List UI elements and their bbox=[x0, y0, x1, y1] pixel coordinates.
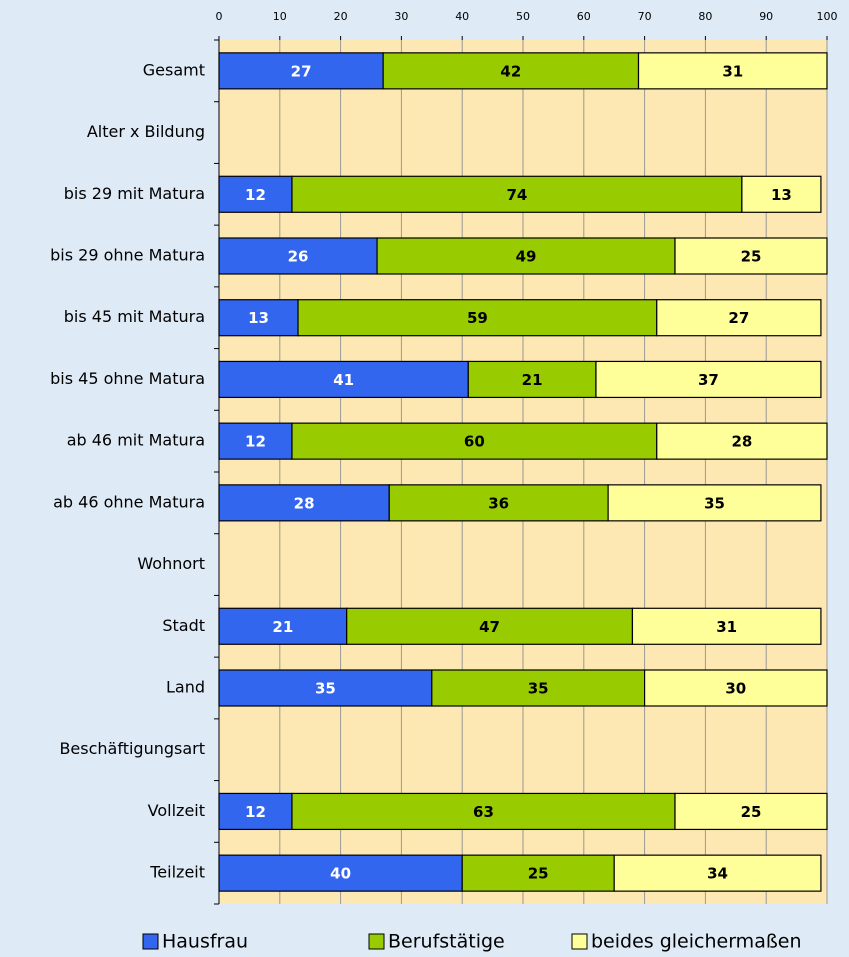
value-label: 13 bbox=[771, 186, 792, 204]
legend-label: beides gleichermaßen bbox=[591, 931, 802, 953]
legend-label: Berufstätige bbox=[388, 931, 505, 953]
bar bbox=[218, 299, 299, 337]
y-tick-label: Teilzeit bbox=[149, 863, 205, 882]
value-label: 31 bbox=[722, 62, 743, 80]
x-tick-label: 40 bbox=[455, 10, 469, 23]
value-label: 21 bbox=[272, 618, 293, 636]
value-label: 35 bbox=[315, 680, 336, 698]
bar bbox=[431, 669, 646, 707]
value-label: 35 bbox=[528, 680, 549, 698]
y-tick-label: bis 29 mit Matura bbox=[64, 184, 205, 203]
x-tick-label: 0 bbox=[216, 10, 223, 23]
y-tick-label: Land bbox=[166, 678, 205, 697]
value-label: 28 bbox=[294, 494, 315, 512]
bar bbox=[461, 854, 615, 892]
value-label: 41 bbox=[333, 371, 354, 389]
bar bbox=[382, 52, 640, 90]
y-tick-label: Alter x Bildung bbox=[87, 122, 205, 141]
x-tick-label: 70 bbox=[638, 10, 652, 23]
value-label: 25 bbox=[741, 803, 762, 821]
value-label: 60 bbox=[464, 433, 485, 451]
y-tick-label: bis 45 ohne Matura bbox=[50, 369, 205, 388]
value-label: 34 bbox=[707, 865, 728, 883]
x-tick-label: 90 bbox=[759, 10, 773, 23]
bar bbox=[218, 669, 433, 707]
value-label: 49 bbox=[516, 248, 537, 266]
bar bbox=[218, 484, 390, 522]
value-label: 74 bbox=[506, 186, 527, 204]
value-label: 59 bbox=[467, 309, 488, 327]
value-label: 26 bbox=[288, 248, 309, 266]
bar bbox=[346, 607, 634, 645]
y-tick-label: Gesamt bbox=[143, 60, 205, 79]
bar bbox=[656, 299, 822, 337]
value-label: 31 bbox=[716, 618, 737, 636]
bar bbox=[595, 360, 822, 399]
legend-swatch bbox=[571, 933, 588, 950]
value-label: 21 bbox=[522, 371, 543, 389]
value-label: 37 bbox=[698, 371, 719, 389]
value-label: 47 bbox=[479, 618, 500, 636]
bar bbox=[218, 175, 293, 213]
x-tick-label: 60 bbox=[577, 10, 591, 23]
bar bbox=[218, 237, 378, 275]
bar bbox=[388, 484, 609, 522]
y-tick-label: Stadt bbox=[162, 616, 205, 635]
bar bbox=[637, 52, 828, 90]
bar bbox=[297, 299, 658, 337]
y-tick-label: bis 45 mit Matura bbox=[64, 307, 205, 326]
y-tick-label: ab 46 ohne Matura bbox=[53, 492, 205, 511]
value-label: 28 bbox=[731, 433, 752, 451]
x-tick-label: 30 bbox=[394, 10, 408, 23]
x-tick-label: 50 bbox=[516, 10, 530, 23]
bar bbox=[613, 854, 822, 892]
y-tick-label: Vollzeit bbox=[148, 801, 205, 820]
bar bbox=[607, 484, 822, 522]
bar bbox=[643, 669, 828, 707]
bar bbox=[218, 422, 293, 460]
x-tick-label: 80 bbox=[698, 10, 712, 23]
bar bbox=[656, 422, 828, 460]
bar bbox=[291, 422, 658, 460]
value-label: 25 bbox=[528, 865, 549, 883]
bar bbox=[291, 792, 676, 831]
legend-label: Hausfrau bbox=[162, 931, 248, 953]
x-tick-label: 100 bbox=[817, 10, 838, 23]
value-label: 12 bbox=[245, 433, 266, 451]
value-label: 27 bbox=[291, 62, 312, 80]
value-label: 35 bbox=[704, 494, 725, 512]
value-label: 40 bbox=[330, 865, 351, 883]
x-tick-label: 10 bbox=[273, 10, 287, 23]
bar bbox=[218, 360, 469, 399]
bar bbox=[674, 792, 828, 831]
bar bbox=[674, 237, 828, 275]
value-label: 42 bbox=[500, 62, 521, 80]
legend-swatch bbox=[142, 933, 159, 950]
bar bbox=[741, 175, 822, 213]
x-tick-label: 20 bbox=[334, 10, 348, 23]
legend-swatch bbox=[368, 933, 385, 950]
value-label: 12 bbox=[245, 186, 266, 204]
y-tick-label: Beschäftigungsart bbox=[59, 739, 205, 758]
value-label: 63 bbox=[473, 803, 494, 821]
value-label: 36 bbox=[488, 494, 509, 512]
value-label: 12 bbox=[245, 803, 266, 821]
value-label: 25 bbox=[741, 248, 762, 266]
y-tick-label: bis 29 ohne Matura bbox=[50, 246, 205, 265]
value-label: 13 bbox=[248, 309, 269, 327]
value-label: 30 bbox=[725, 680, 746, 698]
bar bbox=[467, 360, 597, 399]
value-label: 27 bbox=[728, 309, 749, 327]
y-tick-label: ab 46 mit Matura bbox=[67, 431, 205, 450]
y-tick-label: Wohnort bbox=[137, 554, 205, 573]
bar bbox=[376, 237, 676, 275]
bar bbox=[631, 607, 822, 645]
